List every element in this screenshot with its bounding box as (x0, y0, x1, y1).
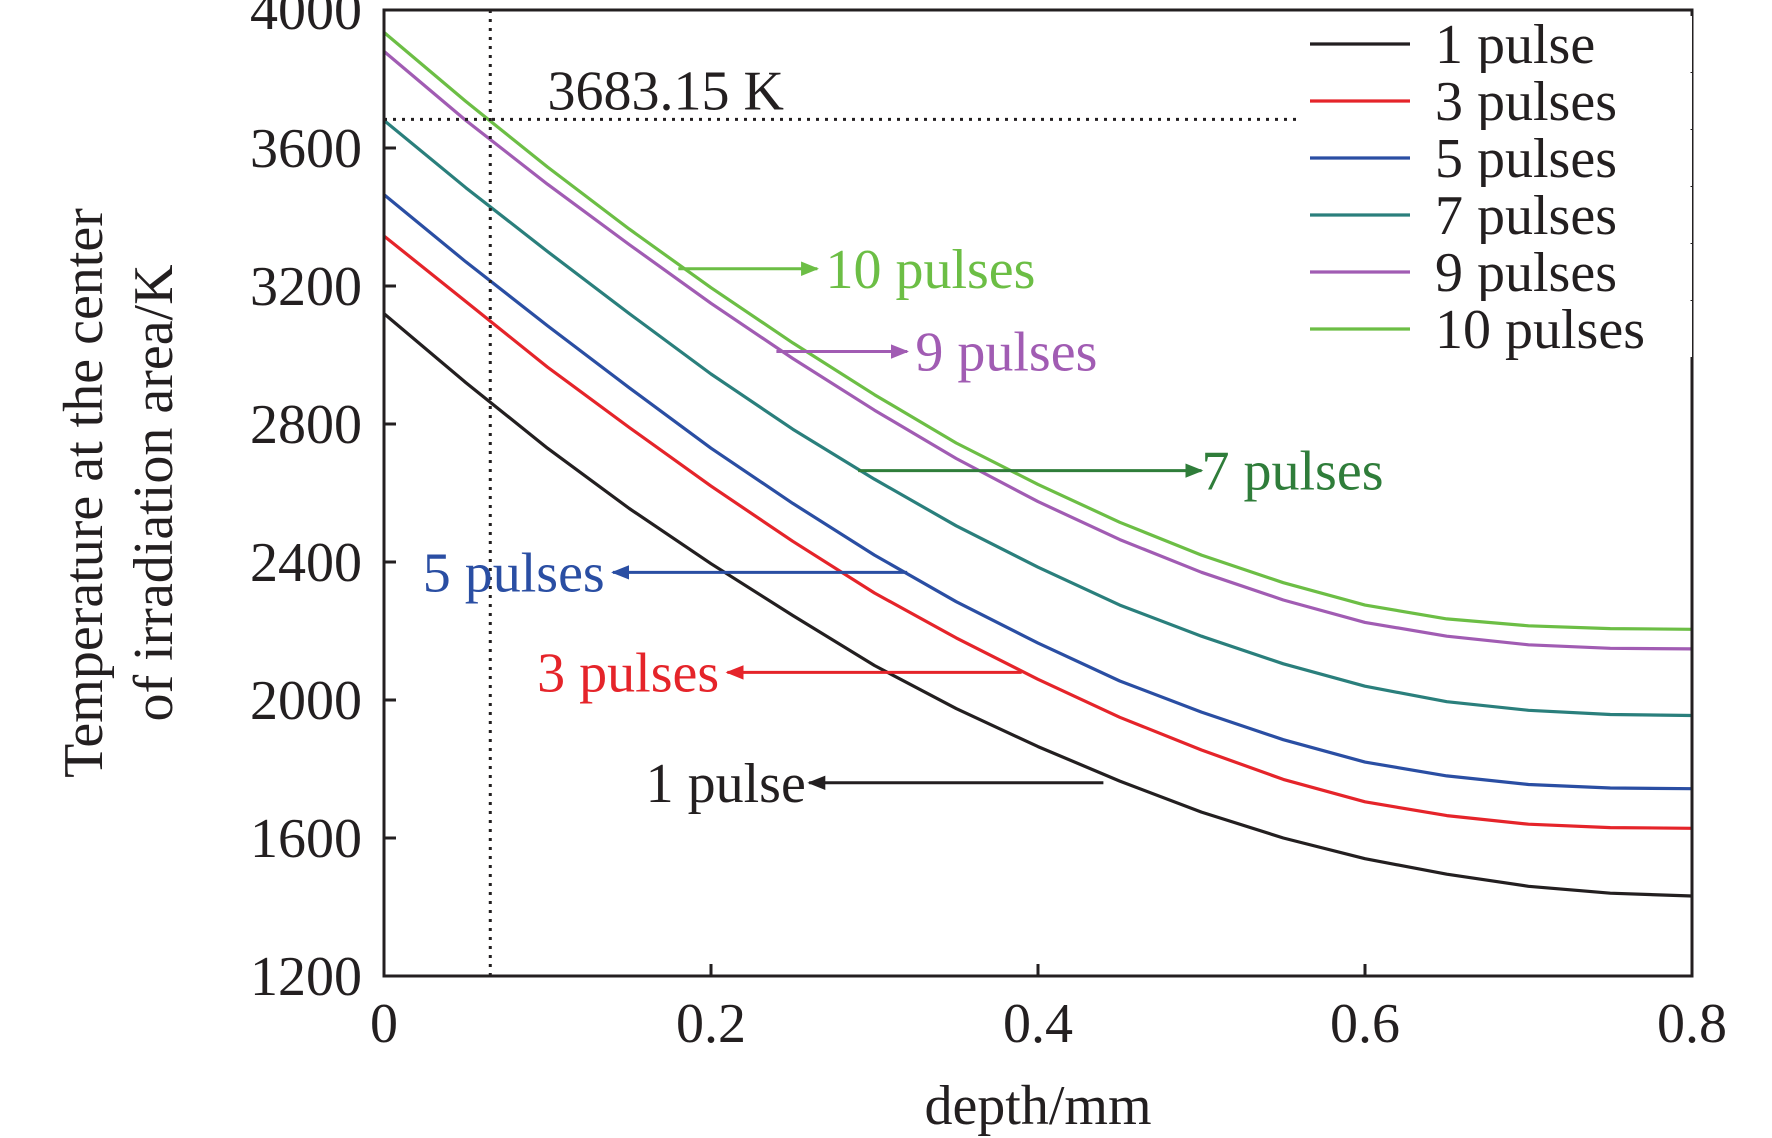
y-tick-label: 4000 (250, 0, 362, 42)
legend-label: 1 pulse (1435, 14, 1595, 76)
y-tick-label: 1600 (250, 808, 362, 870)
y-tick-label: 3600 (250, 118, 362, 180)
y-tick-label: 2000 (250, 670, 362, 732)
y-tick-label: 1200 (250, 946, 362, 1008)
x-axis-title: depth/mm (924, 1075, 1151, 1137)
series-line-3 (382, 193, 1693, 791)
annotation-label: 10 pulses (825, 239, 1035, 301)
x-tick-label: 0 (370, 993, 398, 1055)
y-axis-title-line: Temperature at the center (53, 208, 115, 778)
annotation-label: 7 pulses (1202, 441, 1384, 503)
annotation-label: 3 pulses (537, 642, 719, 704)
y-axis-title: Temperature at the center of irradiation … (53, 208, 185, 778)
series-line-1 (382, 312, 1693, 898)
legend-label: 9 pulses (1435, 242, 1617, 304)
x-tick-label: 0.6 (1330, 993, 1400, 1055)
y-axis-title-line: of irradiation area/K (123, 264, 185, 721)
legend-label: 5 pulses (1435, 128, 1617, 190)
y-tick-label: 2400 (250, 532, 362, 594)
annotation-label: 9 pulses (915, 322, 1097, 384)
series-line-5 (382, 50, 1693, 651)
plot-area: 3683.15 K (382, 10, 1693, 976)
reference-label: 3683.15 K (548, 60, 784, 122)
series-line-4 (382, 119, 1693, 718)
x-tick-label: 0.4 (1003, 993, 1073, 1055)
y-tick-label: 2800 (250, 394, 362, 456)
series-line-6 (382, 31, 1693, 631)
x-tick-label: 0.2 (676, 993, 746, 1055)
annotation-label: 1 pulse (646, 753, 806, 815)
legend-label: 10 pulses (1435, 299, 1645, 361)
annotation-label: 5 pulses (423, 542, 605, 604)
x-tick-label: 0.8 (1657, 993, 1727, 1055)
axes: 0 0.2 0.4 0.6 0.8 1200 1600 2000 2400 2800 3200 360… (53, 0, 1727, 1137)
legend-label: 7 pulses (1435, 185, 1617, 247)
legend-label: 3 pulses (1435, 71, 1617, 133)
series-line-2 (382, 234, 1693, 830)
annotations: 10 pulses 9 pulses 7 pulses 5 pulses 3 pulse… (423, 239, 1384, 815)
y-tick-label: 3200 (250, 256, 362, 318)
